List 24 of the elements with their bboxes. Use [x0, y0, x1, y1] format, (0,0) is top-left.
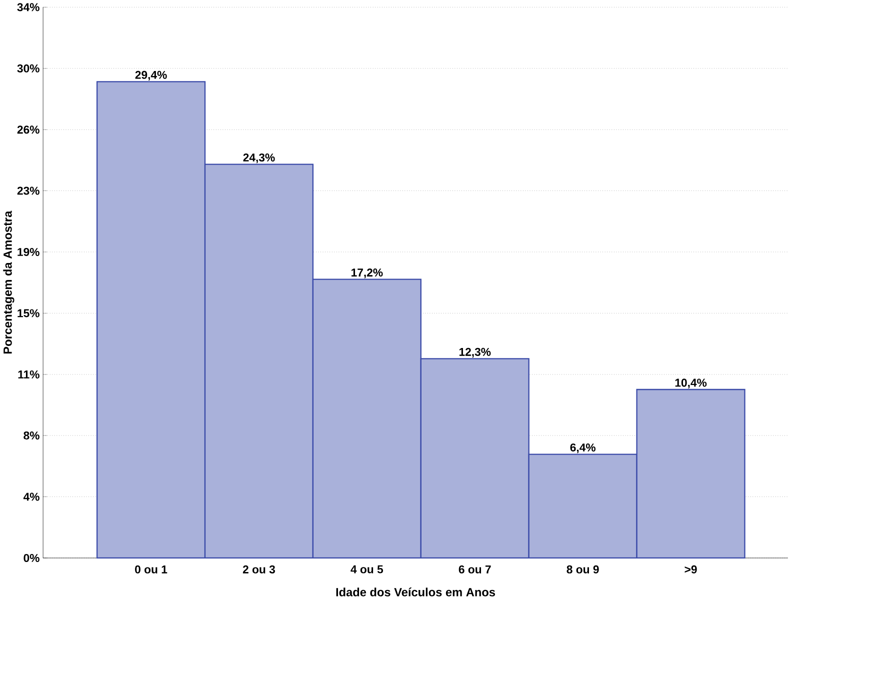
- data-label: 17,2%: [352, 268, 383, 278]
- y-tick-label: 15%: [18, 309, 40, 318]
- y-tick-label: 30%: [17, 64, 40, 72]
- data-label: 12,3%: [459, 348, 491, 358]
- data-label: 10,4%: [675, 378, 707, 388]
- y-axis-title: Porcentagem da Amostra: [3, 210, 14, 354]
- y-tick-label: 23%: [17, 186, 40, 195]
- y-tick-label: 34%: [17, 3, 40, 12]
- x-tick-label: 4 ou 5: [350, 565, 384, 574]
- y-tick-label: 26%: [17, 126, 40, 134]
- x-tick-label: >9: [684, 565, 697, 574]
- x-tick-label: 2 ou 3: [242, 565, 275, 574]
- x-tick-label: 6 ou 7: [458, 565, 491, 574]
- y-tick-label: 4%: [23, 492, 40, 501]
- y-tick-label: 8%: [24, 431, 40, 440]
- y-tick-label: 19%: [18, 248, 40, 256]
- data-label: 6,4%: [570, 443, 596, 454]
- y-tick-label: 0%: [24, 554, 40, 562]
- data-label: 29,4%: [135, 70, 167, 81]
- x-axis-title: Idade dos Veículos em Anos: [336, 588, 496, 596]
- y-tick-label: 11%: [18, 370, 40, 378]
- x-tick-label: 8 ou 9: [566, 565, 599, 574]
- x-tick-label: 0 ou 1: [135, 565, 168, 574]
- data-label: 24,3%: [243, 153, 275, 164]
